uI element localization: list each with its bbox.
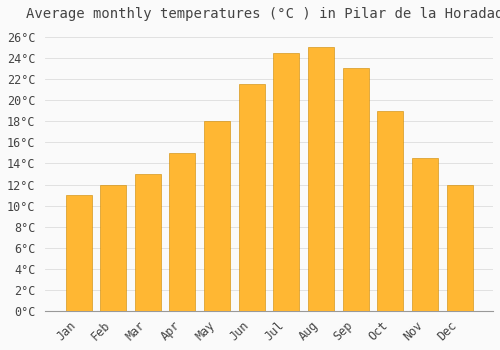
Bar xyxy=(204,121,230,311)
Bar xyxy=(170,153,196,311)
Bar xyxy=(446,184,472,311)
Bar xyxy=(378,111,404,311)
Bar xyxy=(135,174,161,311)
Title: Average monthly temperatures (°C ) in Pilar de la Horadada: Average monthly temperatures (°C ) in Pi… xyxy=(26,7,500,21)
Bar xyxy=(100,184,126,311)
Bar xyxy=(412,158,438,311)
Bar xyxy=(274,52,299,311)
Bar xyxy=(308,47,334,311)
Bar xyxy=(239,84,265,311)
Bar xyxy=(66,195,92,311)
Bar xyxy=(342,69,368,311)
